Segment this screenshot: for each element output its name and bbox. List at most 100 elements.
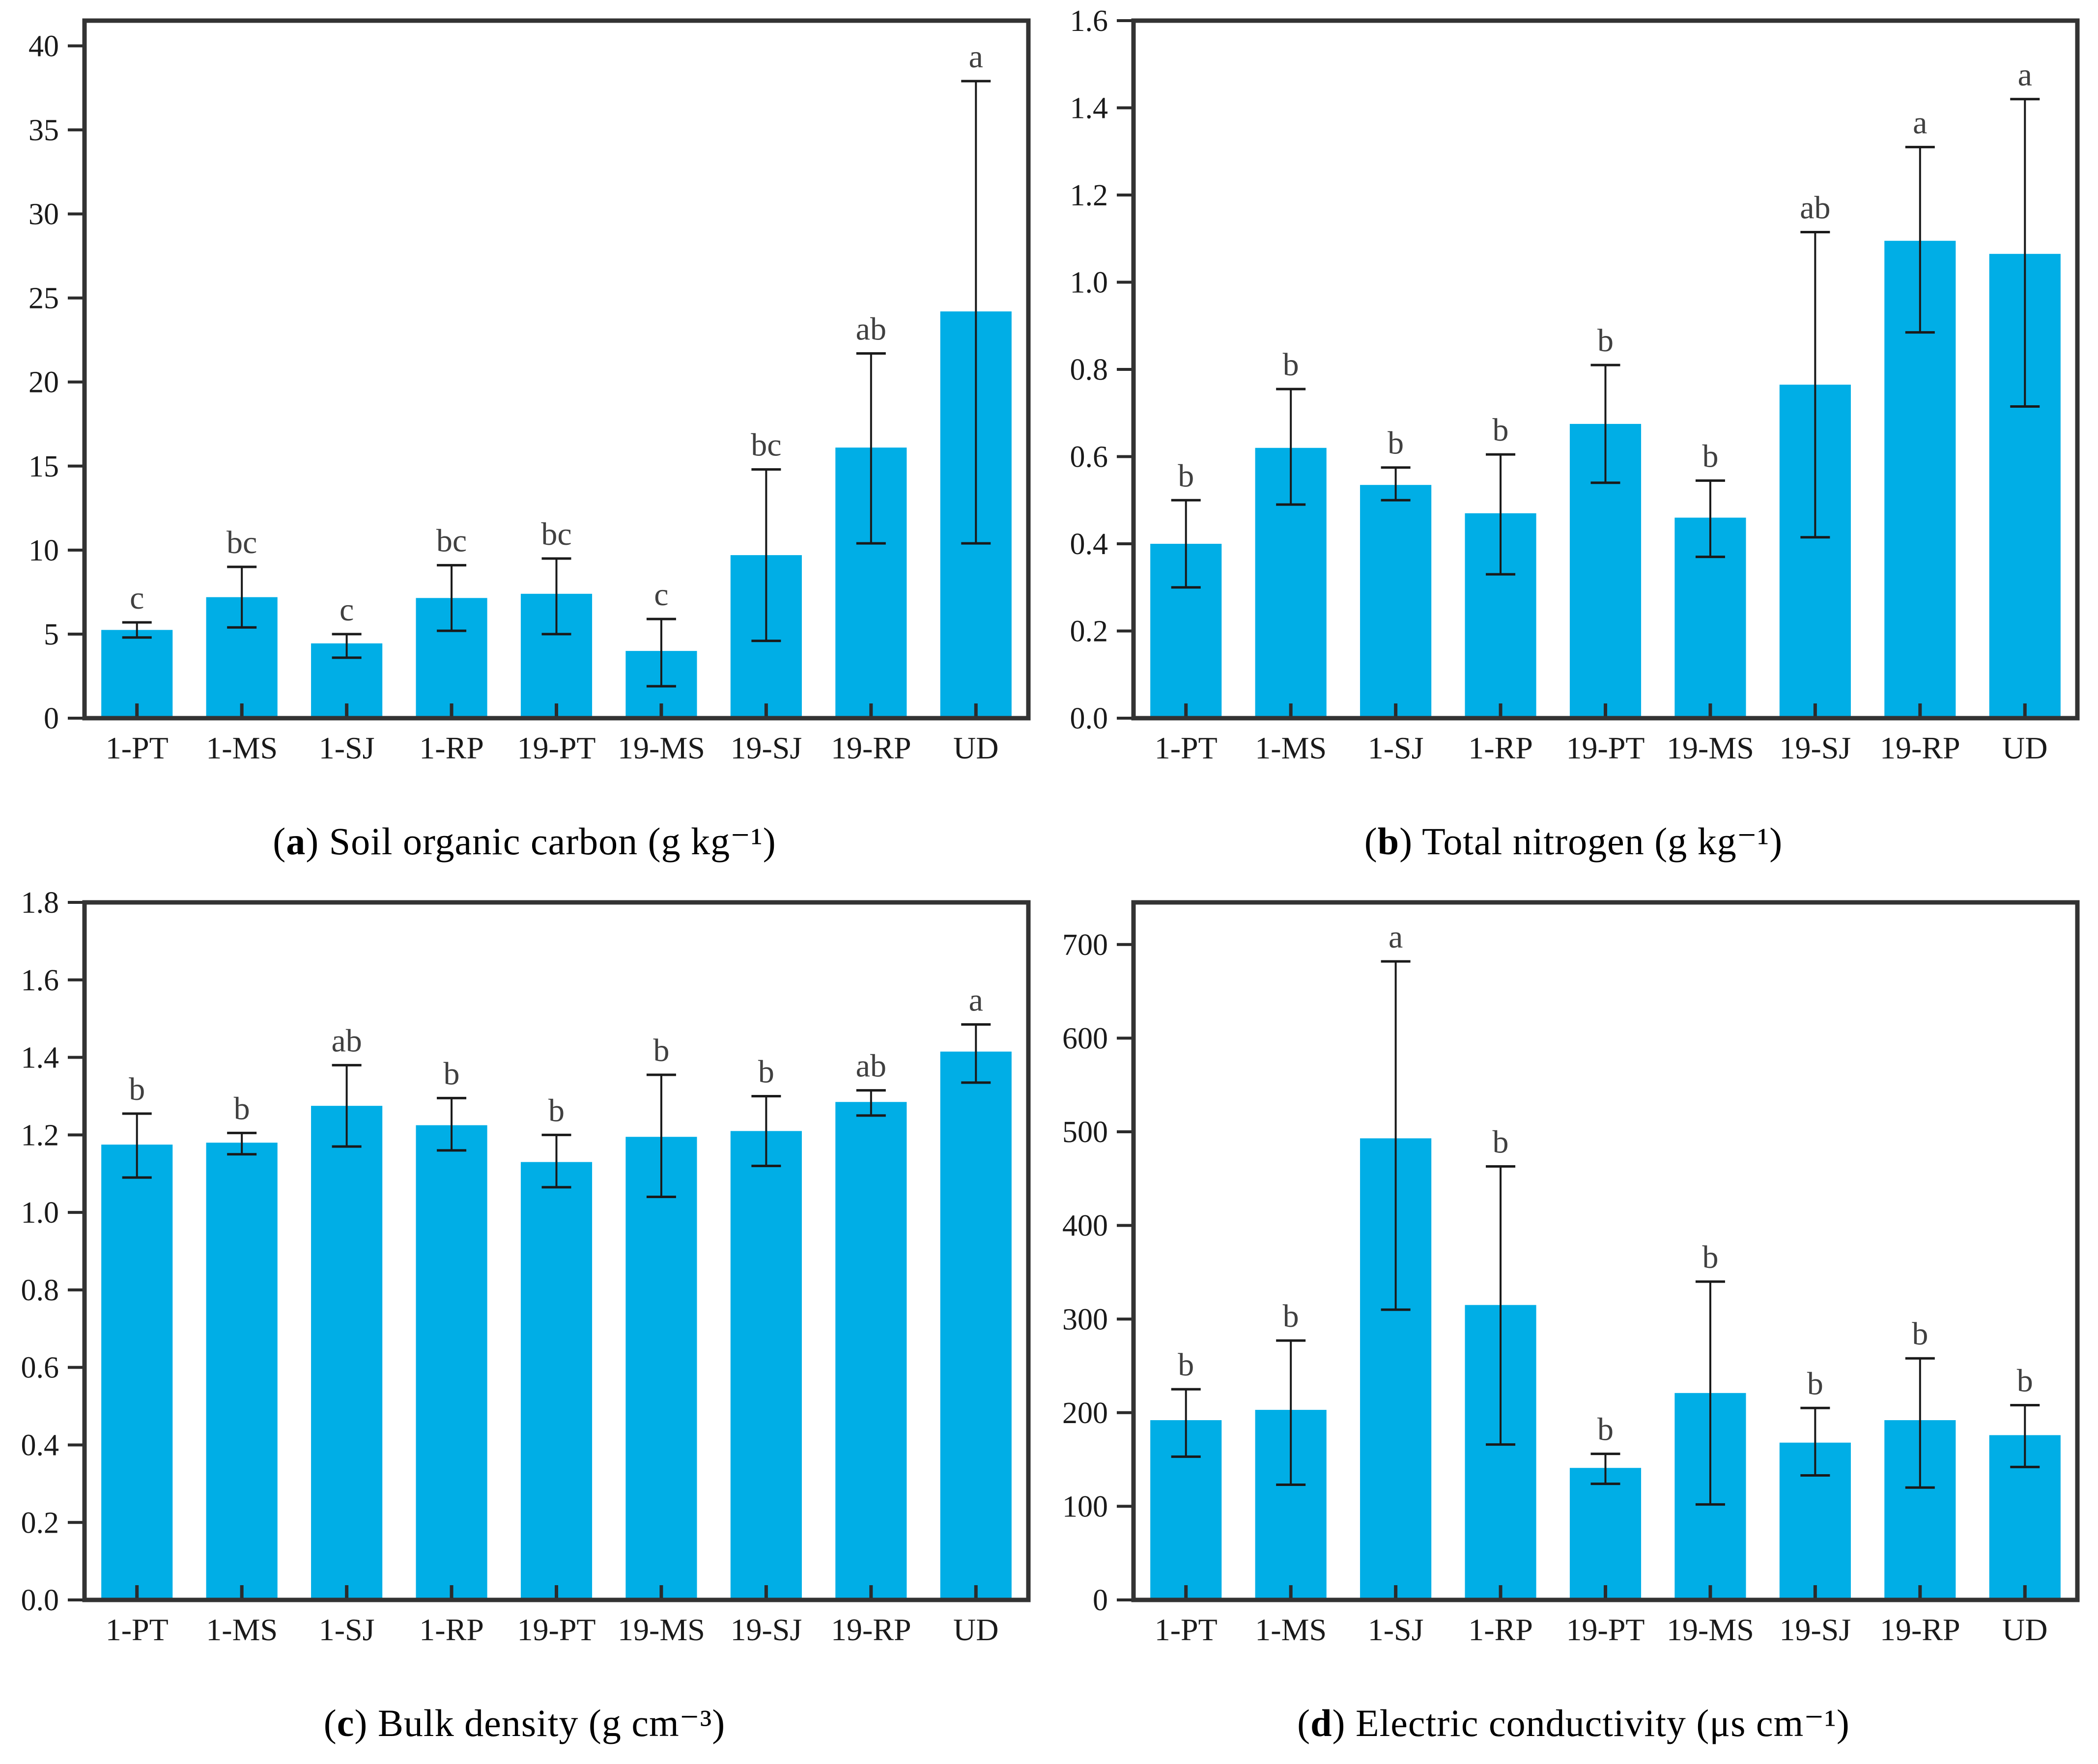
y-tick-label: 500 [1062, 1116, 1108, 1149]
x-tick-label: 19-PT [1566, 1612, 1645, 1647]
significance-letter: b [758, 1054, 774, 1090]
y-tick-label: 1.2 [21, 1119, 59, 1152]
y-tick-label: 1.2 [1070, 179, 1108, 212]
caption-text: ) Soil organic carbon (g kg⁻¹) [306, 819, 776, 863]
plot-frame [82, 900, 1031, 1602]
caption-paren: ( [1297, 1701, 1311, 1744]
x-tick-label: 1-SJ [319, 1612, 375, 1647]
bar-19-RP [835, 1102, 907, 1600]
x-tick-label: 19-PT [1566, 730, 1645, 765]
x-tick-label: 19-RP [831, 730, 911, 765]
caption-electric-conductivity: (d) Electric conductivity (μs cm⁻¹) [1297, 1682, 1850, 1764]
significance-letter: b [1178, 458, 1194, 494]
x-tick-label: 1-SJ [319, 730, 375, 765]
y-tick-label: 200 [1062, 1397, 1108, 1430]
x-tick-label: 1-RP [419, 1612, 484, 1647]
panel-soil-organic-carbon: c bc c bc bc c bc ab a 0 5 10 15 20 25 30 35 40 1-PT 1-MS 1-… [0, 0, 1049, 882]
y-tick-label: 0.4 [1070, 528, 1108, 561]
bar-UD [940, 1051, 1012, 1600]
y-tick-label: 0.4 [21, 1429, 59, 1462]
x-tick-label: 19-SJ [1779, 1612, 1851, 1647]
caption-letter: c [337, 1701, 355, 1744]
caption-paren: ( [323, 1701, 337, 1744]
y-tick-label: 10 [28, 534, 59, 567]
bar-1-MS [206, 1143, 278, 1600]
significance-letter: bc [541, 516, 571, 552]
y-tick-label: 0.8 [1070, 353, 1108, 387]
x-tick-label: 19-PT [517, 1612, 596, 1647]
significance-letter: bc [751, 427, 781, 463]
y-tick-label: 20 [28, 366, 59, 399]
soil-organic-carbon-chart: c bc c bc bc c bc ab a 0 5 10 15 20 25 30 35 40 1-PT 1-MS 1-… [28, 18, 1031, 765]
significance-letter: c [130, 580, 144, 616]
x-tick-label: 19-MS [1667, 730, 1754, 765]
caption-total-nitrogen: (b) Total nitrogen (g kg⁻¹) [1364, 801, 1783, 882]
significance-letter: a [1389, 919, 1403, 955]
x-tick-label: UD [953, 730, 998, 765]
y-tick-label: 0 [44, 702, 59, 735]
caption-text: ) Total nitrogen (g kg⁻¹) [1399, 819, 1783, 863]
significance-letter: c [340, 592, 354, 628]
y-tick-label: 40 [28, 29, 59, 63]
bar-1-SJ [311, 1106, 383, 1600]
significance-letter: c [654, 577, 668, 613]
significance-letter: b [1702, 438, 1718, 474]
plot-frame [1131, 18, 2080, 721]
y-tick-label: 35 [28, 113, 59, 147]
electric-conductivity-chart: b b a b b b b b b 0 100 200 300 400 500 600 700 1-PT 1-MS 1… [1062, 900, 2080, 1647]
x-tick-label: 19-MS [1667, 1612, 1754, 1647]
x-tick-label: 1-PT [1155, 1612, 1218, 1647]
y-tick-label: 30 [28, 198, 59, 231]
x-tick-label: 1-PT [106, 1612, 169, 1647]
significance-letter: bc [227, 525, 257, 560]
caption-letter: d [1310, 1701, 1333, 1744]
y-tick-label: 0.2 [1070, 615, 1108, 648]
x-tick-label: 19-MS [618, 730, 705, 765]
significance-letter: b [1912, 1316, 1928, 1352]
significance-letter: ab [856, 311, 886, 347]
y-tick-label: 0.8 [21, 1274, 59, 1307]
y-tick-label: 0.0 [21, 1584, 59, 1617]
x-tick-label: 19-RP [1880, 1612, 1960, 1647]
x-tick-label: 1-MS [1255, 730, 1327, 765]
panel-bulk-density: b b ab b b b b ab a 0.0 0.2 0.4 0.6 0.8 1.0 1.2 1.4 1.6 1.… [0, 882, 1049, 1764]
x-tick-label: UD [953, 1612, 998, 1647]
y-tick-label: 25 [28, 282, 59, 315]
y-tick-label: 5 [44, 618, 59, 651]
x-tick-label: 19-MS [618, 1612, 705, 1647]
significance-letter: b [444, 1056, 460, 1092]
plot-frame [1131, 900, 2080, 1602]
significance-letter: b [1493, 1124, 1509, 1160]
y-tick-label: 700 [1062, 928, 1108, 962]
panel-electric-conductivity: b b a b b b b b b 0 100 200 300 400 500 600 700 1-PT 1-MS 1… [1049, 882, 2098, 1764]
significance-letter: b [653, 1033, 669, 1068]
significance-letter: b [129, 1071, 145, 1107]
y-tick-label: 0.2 [21, 1506, 59, 1540]
caption-paren: ( [1364, 819, 1378, 863]
x-tick-label: 19-RP [831, 1612, 911, 1647]
significance-letter: b [1597, 1412, 1614, 1448]
y-tick-label: 1.4 [1070, 92, 1108, 125]
panel-total-nitrogen: b b b b b b ab a a 0.0 0.2 0.4 0.6 0.8 1.0 1.2 1.4 1.6 1-P… [1049, 0, 2098, 882]
x-tick-label: 1-RP [1468, 730, 1533, 765]
y-tick-label: 0.0 [1070, 702, 1108, 735]
y-tick-label: 100 [1062, 1490, 1108, 1523]
significance-letter: b [1283, 347, 1299, 383]
y-tick-label: 1.0 [21, 1196, 59, 1230]
x-tick-label: 19-SJ [730, 1612, 802, 1647]
y-tick-label: 1.6 [1070, 4, 1108, 38]
x-tick-label: UD [2002, 1612, 2047, 1647]
caption-bulk-density: (c) Bulk density (g cm⁻³) [324, 1682, 725, 1764]
significance-letter: b [1493, 412, 1509, 448]
x-tick-label: 1-PT [106, 730, 169, 765]
bar-19-MS [625, 1137, 697, 1600]
bar-1-SJ [1360, 485, 1432, 718]
x-tick-label: 19-SJ [730, 730, 802, 765]
significance-letter: b [1702, 1239, 1718, 1275]
x-tick-label: 1-MS [206, 1612, 278, 1647]
significance-letter: a [969, 39, 983, 75]
x-tick-label: 1-PT [1155, 730, 1218, 765]
significance-letter: b [1597, 323, 1614, 359]
significance-letter: ab [856, 1048, 886, 1084]
